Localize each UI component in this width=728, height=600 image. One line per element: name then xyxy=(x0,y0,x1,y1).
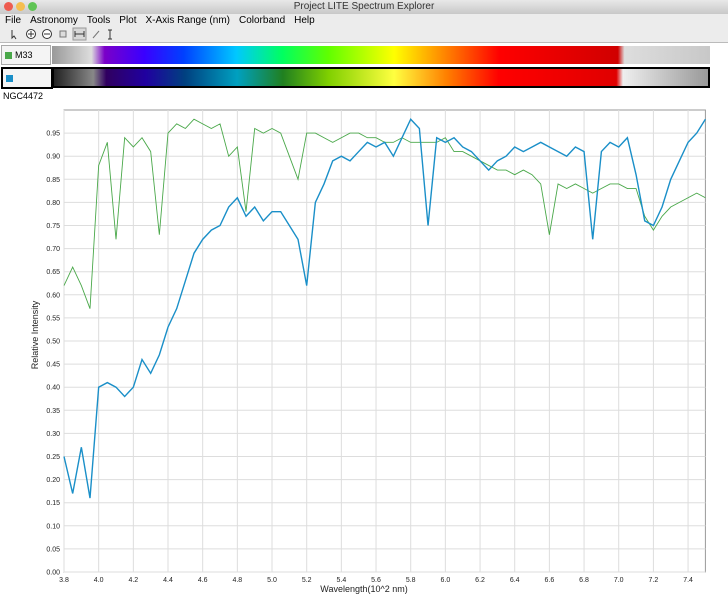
x-tick-label: 4.4 xyxy=(163,577,173,584)
y-tick-label: 0.25 xyxy=(46,454,60,461)
x-tick-label: 4.0 xyxy=(94,577,104,584)
title-bar: Project LITE Spectrum Explorer xyxy=(0,0,728,14)
y-tick-label: 0.65 xyxy=(46,269,60,276)
y-tick-label: 0.90 xyxy=(46,154,60,161)
legend-entry[interactable]: M33 xyxy=(1,45,51,65)
menu-item[interactable]: Help xyxy=(294,15,315,26)
x-tick-label: 6.2 xyxy=(475,577,485,584)
y-tick-label: 0.55 xyxy=(46,315,60,322)
chart: Wavelength(10^2 nm) Relative Intensity 0… xyxy=(30,109,706,594)
y-tick-label: 0.15 xyxy=(46,500,60,507)
menu-item[interactable]: Plot xyxy=(119,15,137,26)
y-tick-label: 0.60 xyxy=(46,292,60,299)
y-axis-label: Relative Intensity xyxy=(30,300,40,369)
x-tick-label: 4.6 xyxy=(198,577,208,584)
x-tick-label: 6.6 xyxy=(545,577,555,584)
x-tick-label: 6.8 xyxy=(579,577,589,584)
y-tick-label: 0.20 xyxy=(46,477,60,484)
x-tick-label: 5.8 xyxy=(406,577,416,584)
x-tick-label: 6.4 xyxy=(510,577,520,584)
colorband xyxy=(52,67,710,88)
window-title: Project LITE Spectrum Explorer xyxy=(293,1,435,12)
menu-item[interactable]: X-Axis Range (nm) xyxy=(145,15,230,26)
x-tick-label: 4.2 xyxy=(128,577,138,584)
colorband xyxy=(52,46,710,64)
y-tick-label: 0.75 xyxy=(46,223,60,230)
y-tick-label: 0.50 xyxy=(46,339,60,346)
legend-label: M33 xyxy=(15,50,33,60)
pan-tool[interactable] xyxy=(59,30,67,38)
y-tick-label: 0.35 xyxy=(46,408,60,415)
x-tick-label: 5.4 xyxy=(336,577,346,584)
toolbar xyxy=(0,27,728,43)
x-tick-label: 7.4 xyxy=(683,577,693,584)
y-tick-label: 0.40 xyxy=(46,385,60,392)
line-tool[interactable] xyxy=(92,30,100,39)
legend-entry[interactable]: NGC4472 xyxy=(1,67,53,101)
x-axis-label: Wavelength(10^2 nm) xyxy=(320,584,407,594)
series-line xyxy=(63,118,706,499)
menu-item[interactable]: Astronomy xyxy=(30,15,78,26)
legend-swatch xyxy=(6,75,13,82)
x-tick-label: 5.6 xyxy=(371,577,381,584)
y-tick-label: 0.80 xyxy=(46,200,60,207)
y-tick-label: 0.45 xyxy=(46,362,60,369)
x-tick-label: 6.0 xyxy=(441,577,451,584)
toolbar-icons xyxy=(11,27,112,41)
legend-swatch xyxy=(5,52,12,59)
select-tool[interactable] xyxy=(11,30,17,40)
y-tick-label: 0.95 xyxy=(46,131,60,138)
x-tick-label: 3.8 xyxy=(59,577,69,584)
x-tick-label: 4.8 xyxy=(232,577,242,584)
minimize-button[interactable] xyxy=(16,2,25,11)
y-tick-label: 0.30 xyxy=(46,431,60,438)
menu-item[interactable]: File xyxy=(5,15,22,26)
x-tick-label: 5.0 xyxy=(267,577,277,584)
legend-label: NGC4472 xyxy=(3,91,44,101)
x-tick-label: 7.0 xyxy=(614,577,624,584)
menu-item[interactable]: Tools xyxy=(86,15,111,26)
y-tick-label: 0.00 xyxy=(46,570,60,577)
y-tick-label: 0.05 xyxy=(46,546,60,553)
menu-item[interactable]: Colorband xyxy=(238,15,286,26)
x-tick-label: 7.2 xyxy=(649,577,659,584)
vertical-tool[interactable] xyxy=(108,29,112,40)
zoom-button[interactable] xyxy=(28,2,37,11)
y-tick-label: 0.10 xyxy=(46,523,60,530)
close-button[interactable] xyxy=(4,2,13,11)
x-tick-label: 5.2 xyxy=(302,577,312,584)
y-tick-label: 0.85 xyxy=(46,177,60,184)
y-tick-label: 0.70 xyxy=(46,246,60,253)
menu-bar: File Astronomy Tools Plot X-Axis Range (nm) C… xyxy=(0,14,728,27)
